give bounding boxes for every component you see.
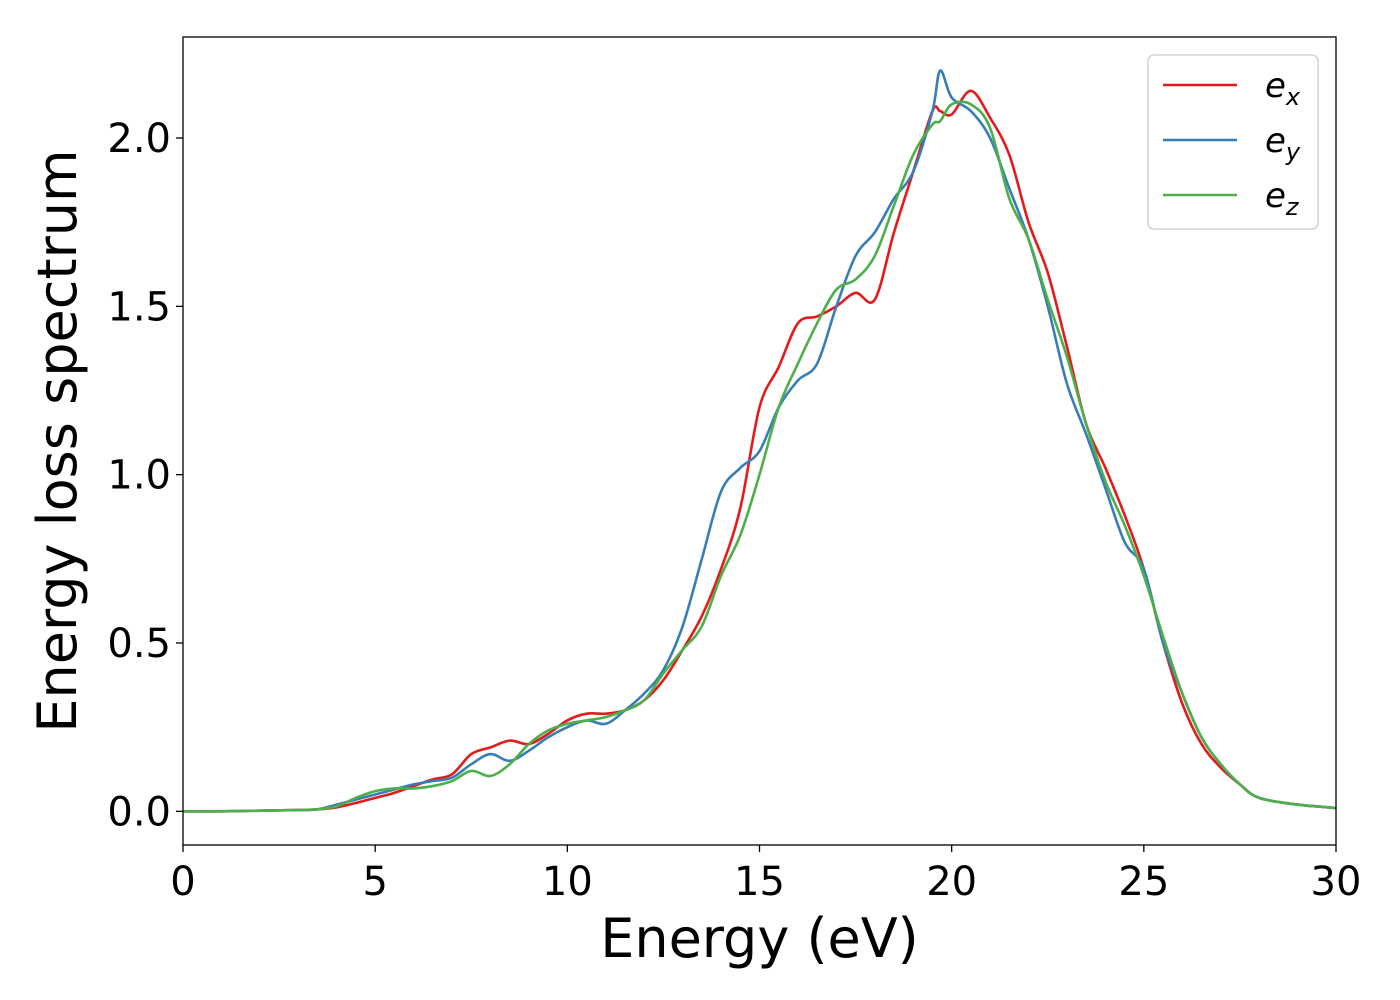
x-tick-label: 25 bbox=[1118, 859, 1169, 905]
y-tick-label: 2.0 bbox=[107, 116, 171, 162]
x-tick-label: 30 bbox=[1311, 859, 1362, 905]
legend-label-subscript: y bbox=[1285, 138, 1301, 166]
series-layer bbox=[182, 69, 1337, 813]
y-axis-title: Energy loss spectrum bbox=[26, 149, 89, 732]
y-tick-label: 1.5 bbox=[107, 284, 171, 330]
legend-box bbox=[1147, 54, 1319, 230]
series-line-ez bbox=[182, 100, 1337, 813]
x-tick-label: 10 bbox=[542, 859, 593, 905]
y-tick-label: 0.5 bbox=[107, 621, 171, 667]
x-axis-title: Energy (eV) bbox=[600, 907, 919, 970]
legend-label-subscript: x bbox=[1285, 83, 1301, 111]
x-tick-label: 5 bbox=[362, 859, 387, 905]
legend-label-ey: ey bbox=[1265, 121, 1301, 166]
y-axis-ticks: 0.0 0.5 1.0 1.5 2.0 bbox=[107, 116, 183, 835]
legend-label-subscript: z bbox=[1285, 193, 1300, 221]
legend-label-ez: ez bbox=[1265, 176, 1300, 221]
legend-label-ex: ex bbox=[1265, 66, 1301, 111]
x-tick-label: 20 bbox=[926, 859, 977, 905]
legend-label-base: e bbox=[1265, 121, 1286, 161]
legend-label-base: e bbox=[1265, 176, 1286, 216]
y-tick-label: 1.0 bbox=[107, 453, 171, 499]
x-tick-label: 15 bbox=[734, 859, 785, 905]
plot-area bbox=[183, 37, 1336, 845]
x-tick-label: 0 bbox=[170, 859, 195, 905]
x-axis-ticks: 0 5 10 15 20 25 30 bbox=[170, 845, 1361, 905]
legend-label-base: e bbox=[1265, 66, 1286, 106]
y-tick-label: 0.0 bbox=[107, 789, 171, 835]
